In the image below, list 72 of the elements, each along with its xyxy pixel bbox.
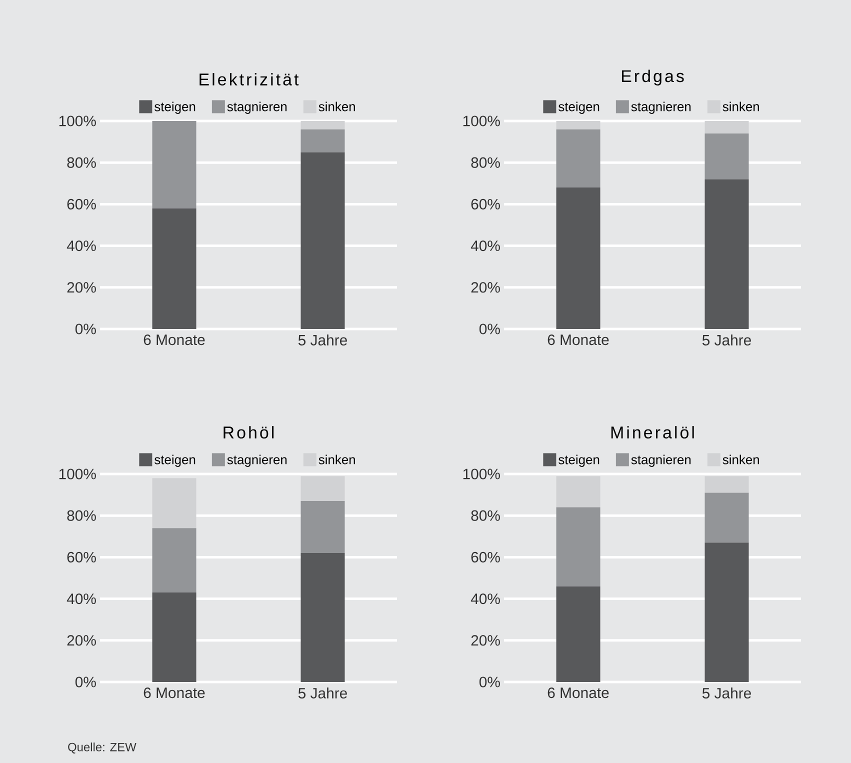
legend-label: stagnieren <box>631 102 691 114</box>
y-tick-label: 100% <box>59 116 96 126</box>
y-tick-label: 60% <box>471 552 500 562</box>
bar <box>704 133 749 180</box>
legend-label: stagnieren <box>631 454 691 467</box>
x-tick-label: 6 Monate <box>144 334 205 346</box>
y-tick-label: 20% <box>471 635 500 646</box>
legend-label: sinken <box>722 454 759 464</box>
bar <box>556 188 600 329</box>
y-tick-label: 20% <box>471 282 500 293</box>
chart-title: Erdgas <box>622 70 684 86</box>
bar <box>556 120 600 130</box>
y-tick-label: 40% <box>470 594 500 604</box>
bar <box>556 476 600 508</box>
bar <box>300 129 345 152</box>
legend-label: sinken <box>722 102 759 112</box>
bar <box>152 478 196 528</box>
bar <box>152 528 196 593</box>
bar <box>300 501 345 554</box>
bar <box>556 507 600 586</box>
bar <box>704 476 749 493</box>
legend-label: stagnieren <box>227 454 287 467</box>
legend-label: sinken <box>318 454 355 464</box>
y-tick-label: 80% <box>471 157 500 168</box>
bar <box>556 586 600 682</box>
legend-label: steigen <box>558 454 600 467</box>
y-tick-label: 80% <box>67 510 96 521</box>
legend-label: sinken <box>318 102 355 112</box>
bar <box>300 152 345 329</box>
x-tick-label: 6 Monate <box>144 688 205 698</box>
y-tick-label: 0% <box>479 324 500 334</box>
bar <box>152 592 196 682</box>
bar <box>300 120 345 130</box>
chart-title: Mineralöl <box>611 426 694 439</box>
bar <box>300 476 345 502</box>
x-tick-label: 5 Jahre <box>702 688 751 698</box>
chart-title: Elektrizität <box>200 73 299 86</box>
x-tick-label: 6 Monate <box>548 334 609 346</box>
y-tick-label: 40% <box>66 240 96 252</box>
chart-title: Rohöl <box>224 426 274 439</box>
legend-label: steigen <box>154 454 196 467</box>
bar <box>704 179 749 329</box>
y-tick-label: 40% <box>66 594 96 604</box>
bar <box>152 208 196 329</box>
bar <box>152 120 196 208</box>
bar <box>300 553 345 682</box>
y-tick-label: 20% <box>67 282 96 293</box>
y-tick-label: 0% <box>75 324 96 334</box>
bar <box>704 542 749 682</box>
x-tick-label: 5 Jahre <box>298 334 347 346</box>
y-tick-label: 100% <box>59 468 96 480</box>
y-tick-label: 40% <box>470 240 500 252</box>
legend-label: steigen <box>154 102 196 114</box>
y-tick-label: 80% <box>67 157 96 168</box>
y-tick-label: 60% <box>67 198 96 210</box>
y-tick-label: 80% <box>471 510 500 521</box>
y-tick-label: 0% <box>479 676 500 688</box>
bar <box>704 120 749 134</box>
source-note: Quelle: ZEW <box>68 742 136 754</box>
y-tick-label: 100% <box>463 468 500 480</box>
y-tick-label: 60% <box>67 552 96 562</box>
y-tick-label: 0% <box>75 676 96 688</box>
bar <box>704 492 749 543</box>
y-tick-label: 60% <box>471 198 500 210</box>
y-tick-label: 20% <box>67 635 96 646</box>
legend-label: stagnieren <box>227 102 287 114</box>
x-tick-label: 6 Monate <box>548 688 609 698</box>
x-tick-label: 5 Jahre <box>298 688 347 698</box>
x-tick-label: 5 Jahre <box>702 334 751 346</box>
y-tick-label: 100% <box>463 116 500 126</box>
bar <box>556 129 600 188</box>
legend-label: steigen <box>558 102 600 114</box>
